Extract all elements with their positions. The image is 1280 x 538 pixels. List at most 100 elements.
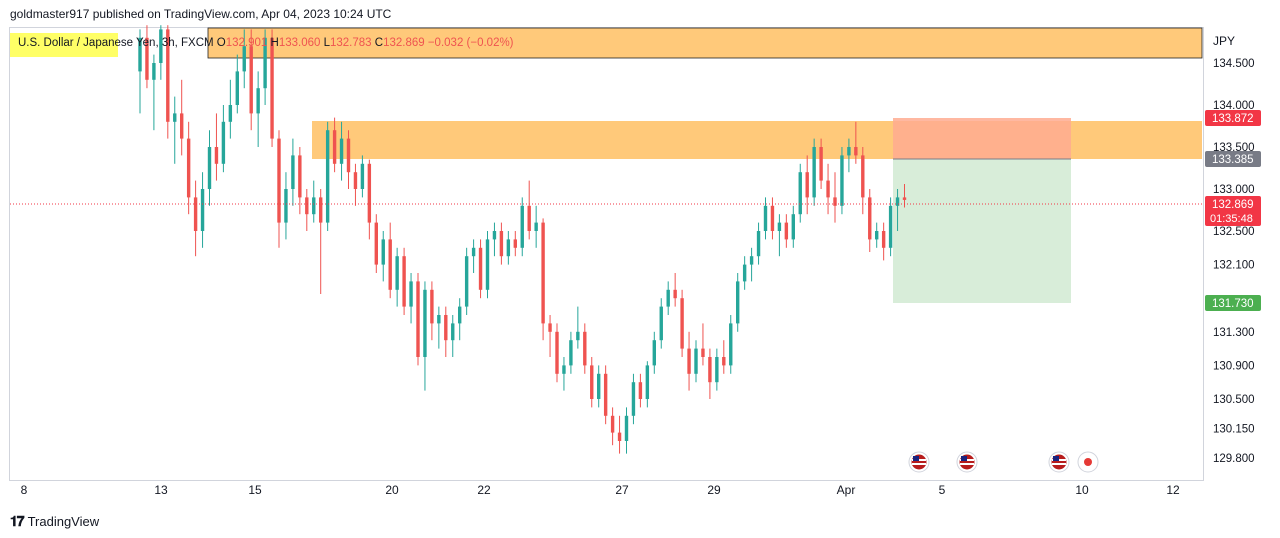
candle xyxy=(180,79,184,156)
candle-body xyxy=(756,231,761,257)
candle-body xyxy=(708,357,712,383)
candle xyxy=(645,361,650,408)
candle xyxy=(861,147,865,215)
candle xyxy=(277,130,281,248)
y-tick-label: 130.150 xyxy=(1213,423,1255,435)
stop-price-tag-text: 133.872 xyxy=(1212,113,1254,125)
candle xyxy=(777,214,782,257)
candle-body xyxy=(527,205,531,231)
candle-body xyxy=(423,289,427,357)
candle xyxy=(638,373,643,408)
candle xyxy=(784,214,789,248)
footer: 𝟏𝟕 TradingView xyxy=(10,513,99,530)
candle-body xyxy=(319,197,323,223)
candle-body xyxy=(603,373,608,416)
candle-body xyxy=(722,357,726,366)
last-price-tag: 132.869 01:35:48 xyxy=(1205,196,1261,226)
candle-body xyxy=(402,256,406,307)
candle-body xyxy=(805,172,809,198)
target-price-tag-bg xyxy=(1205,295,1261,311)
candle xyxy=(381,231,385,282)
candle-body xyxy=(784,222,789,240)
candle-body xyxy=(395,256,399,290)
candle-body xyxy=(242,46,246,72)
candle xyxy=(895,189,900,231)
candle-body xyxy=(305,197,309,215)
candle-body xyxy=(847,147,851,156)
candle-body xyxy=(214,147,219,164)
candle-body xyxy=(763,205,768,231)
candle xyxy=(569,331,573,374)
candle-body xyxy=(610,415,615,433)
candle xyxy=(701,323,705,366)
candle-body xyxy=(478,247,483,290)
candle xyxy=(284,172,288,240)
candle xyxy=(193,180,198,257)
price-tags: 133.872 133.385 131.730 132.869 01:35:48 xyxy=(1205,110,1261,311)
candle-body xyxy=(381,239,385,265)
candle xyxy=(200,172,205,248)
candle xyxy=(541,218,545,341)
candle-body xyxy=(638,382,643,399)
candle xyxy=(562,357,566,391)
candle-body xyxy=(868,197,872,240)
candle xyxy=(812,138,816,206)
candle-body xyxy=(186,138,191,198)
candle xyxy=(534,205,538,248)
candle xyxy=(875,222,879,248)
candle-body xyxy=(666,289,670,307)
candle-body xyxy=(263,37,267,89)
candle xyxy=(305,189,309,231)
candle xyxy=(263,29,267,105)
candle-body xyxy=(840,155,844,206)
brand-name: TradingView xyxy=(27,514,100,529)
candle-body xyxy=(235,71,239,105)
candle-body xyxy=(325,130,330,223)
candle xyxy=(145,25,149,89)
x-tick-label: 29 xyxy=(707,483,721,497)
candle-body xyxy=(464,256,469,307)
candle xyxy=(673,273,677,307)
candle-body xyxy=(569,340,573,366)
candle xyxy=(291,138,295,206)
candle-body xyxy=(437,315,441,324)
candle-body xyxy=(277,138,281,223)
candle-body xyxy=(145,37,149,80)
candle xyxy=(868,189,872,252)
target-price-tag: 131.730 xyxy=(1205,295,1261,311)
candle xyxy=(617,415,622,454)
candle-body xyxy=(895,197,900,206)
candle-body xyxy=(749,256,754,265)
chart-frame xyxy=(9,27,1204,481)
candle xyxy=(881,222,886,261)
candle-body xyxy=(360,163,365,189)
candle xyxy=(451,315,455,357)
target-price-tag-text: 131.730 xyxy=(1212,298,1254,310)
candle xyxy=(603,365,608,425)
candle xyxy=(555,323,559,383)
candle-body xyxy=(444,315,448,341)
candle-body xyxy=(492,231,497,240)
candle-body xyxy=(284,189,288,223)
candle-body xyxy=(590,365,594,399)
y-tick-label: 134.000 xyxy=(1213,100,1255,112)
candle xyxy=(763,197,768,240)
countdown-text: 01:35:48 xyxy=(1210,213,1253,225)
candle xyxy=(228,79,233,139)
candle xyxy=(430,281,434,341)
x-tick-label: 15 xyxy=(248,483,262,497)
us-flag-stripe xyxy=(912,463,926,465)
candle-body xyxy=(881,231,886,248)
candle-body xyxy=(736,281,740,324)
y-tick-label: 129.800 xyxy=(1213,453,1255,465)
candle-body xyxy=(777,222,782,231)
japan-flag-event-icon xyxy=(1077,451,1099,473)
candle xyxy=(478,239,483,299)
candle-body xyxy=(729,323,733,366)
candle xyxy=(214,113,219,181)
candle xyxy=(694,340,698,383)
tradingview-logo-icon: 𝟏𝟕 xyxy=(10,513,25,529)
candle xyxy=(367,159,372,240)
candle xyxy=(444,306,448,357)
